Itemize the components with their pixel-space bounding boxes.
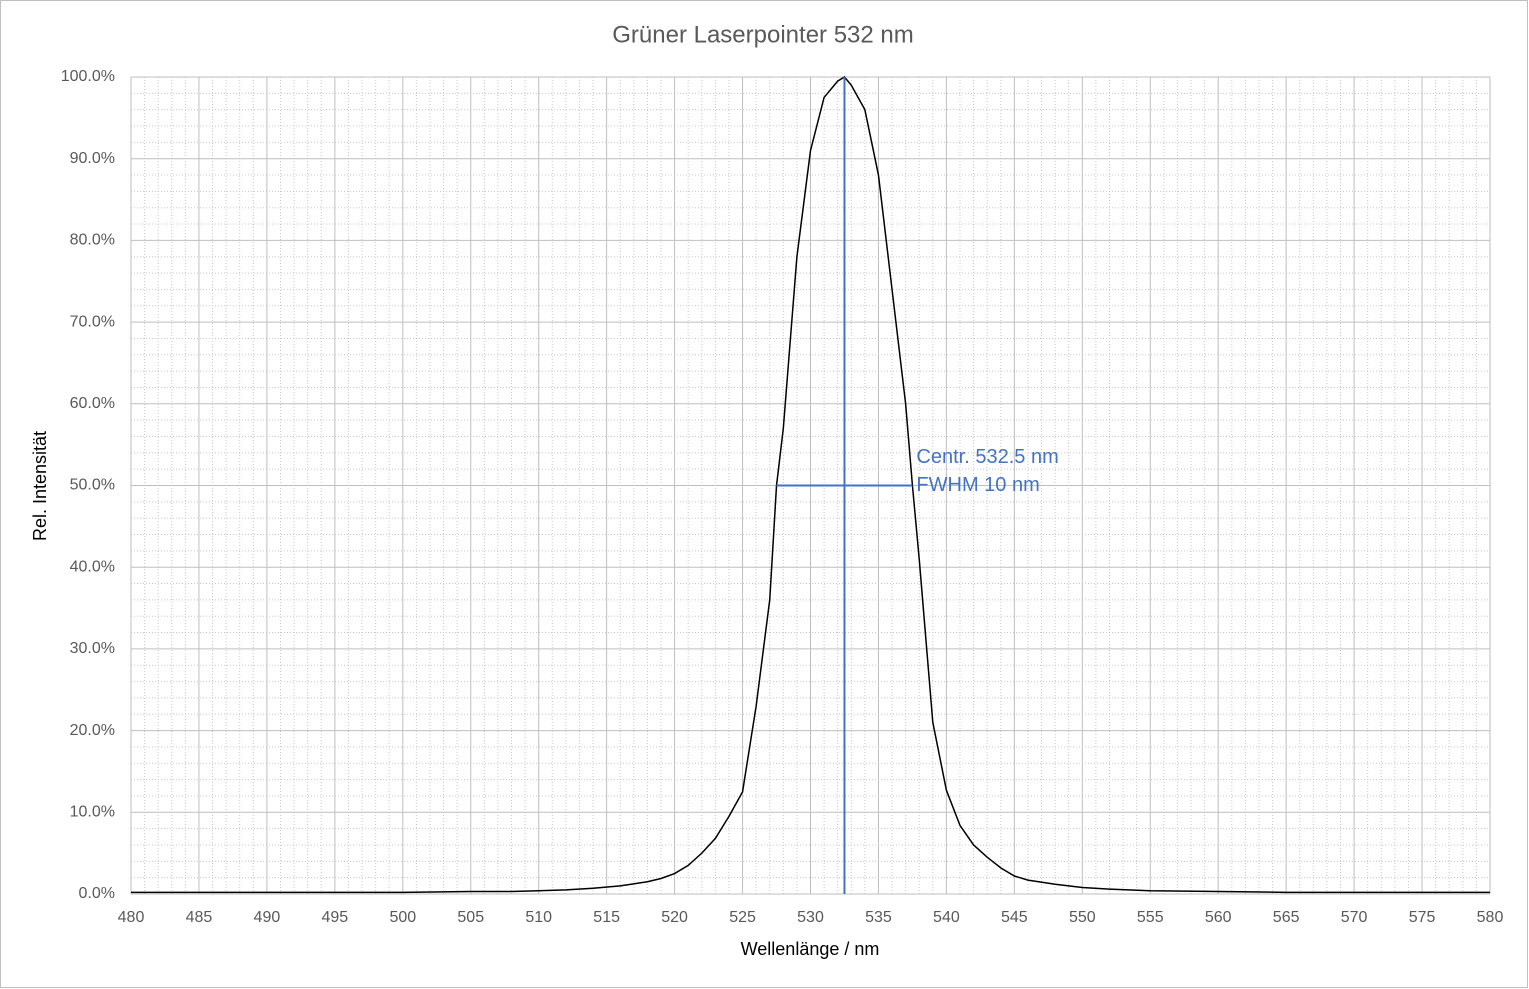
x-tick-label: 530	[797, 909, 824, 926]
y-tick-label: 100.0%	[61, 68, 115, 85]
x-tick-label: 545	[1001, 909, 1028, 926]
x-tick-label: 505	[457, 909, 484, 926]
x-tick-label: 550	[1069, 909, 1096, 926]
x-tick-label: 500	[389, 909, 416, 926]
data-line	[131, 76, 1490, 894]
x-tick-label: 515	[593, 909, 620, 926]
x-tick-label: 485	[186, 909, 213, 926]
x-tick-label: 570	[1341, 909, 1368, 926]
x-tick-label: 490	[254, 909, 281, 926]
x-tick-label: 560	[1205, 909, 1232, 926]
x-tick-label: 495	[321, 909, 348, 926]
y-tick-label: 70.0%	[70, 313, 115, 330]
x-tick-label: 580	[1477, 909, 1504, 926]
y-tick-label: 0.0%	[79, 885, 115, 902]
y-tick-label: 50.0%	[70, 477, 115, 494]
x-tick-label: 555	[1137, 909, 1164, 926]
y-tick-label: 60.0%	[70, 395, 115, 412]
y-axis-label: Rel. Intensität	[30, 431, 50, 541]
x-tick-label: 575	[1409, 909, 1436, 926]
y-tick-label: 80.0%	[70, 232, 115, 249]
x-tick-label: 510	[525, 909, 552, 926]
x-tick-label: 565	[1273, 909, 1300, 926]
annotation: FWHM 10 nm	[916, 474, 1039, 496]
y-tick-label: 20.0%	[70, 722, 115, 739]
y-tick-label: 10.0%	[70, 804, 115, 821]
y-tick-label: 90.0%	[70, 150, 115, 167]
annotation: Centr. 532.5 nm	[916, 446, 1058, 468]
x-tick-label: 520	[661, 909, 688, 926]
y-tick-label: 30.0%	[70, 640, 115, 657]
x-tick-label: 535	[865, 909, 892, 926]
x-tick-label: 480	[118, 909, 145, 926]
chart-title: Grüner Laserpointer 532 nm	[612, 21, 914, 48]
y-tick-label: 40.0%	[70, 558, 115, 575]
x-tick-label: 540	[933, 909, 960, 926]
x-axis-label: Wellenlänge / nm	[741, 939, 880, 959]
x-tick-label: 525	[729, 909, 756, 926]
